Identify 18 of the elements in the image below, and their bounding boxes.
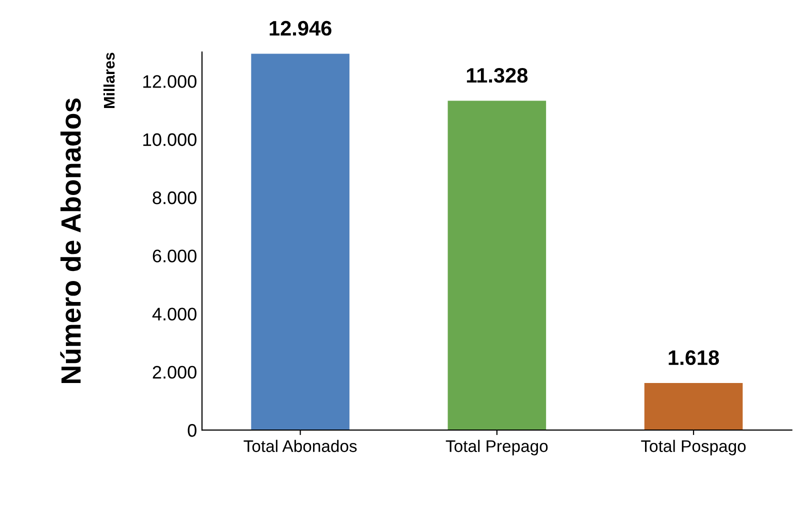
- x-tick-label: Total Pospago: [641, 440, 746, 456]
- x-tick-label: Total Prepago: [446, 440, 548, 456]
- y-tick-label: 2.000: [152, 366, 196, 379]
- y-tick-label: 6.000: [152, 250, 196, 262]
- bar: [644, 383, 743, 430]
- bar: [251, 54, 350, 430]
- text: Millares: [103, 52, 115, 108]
- y-tick-label: 12.000: [143, 75, 196, 88]
- data-label: 11.328: [466, 68, 528, 83]
- y-tick-label: 10.000: [143, 133, 196, 146]
- data-label: 12.946: [270, 20, 332, 36]
- y-tick-label: 0: [188, 424, 196, 437]
- y-tick-label: 4.000: [152, 308, 196, 321]
- data-label: 1.618: [668, 350, 719, 366]
- bar: [448, 100, 546, 430]
- y-axis-title: Número de Abonados: [60, 98, 81, 384]
- x-tick-label: Total Abonados: [244, 440, 357, 452]
- y-tick-label: 8.000: [152, 191, 196, 204]
